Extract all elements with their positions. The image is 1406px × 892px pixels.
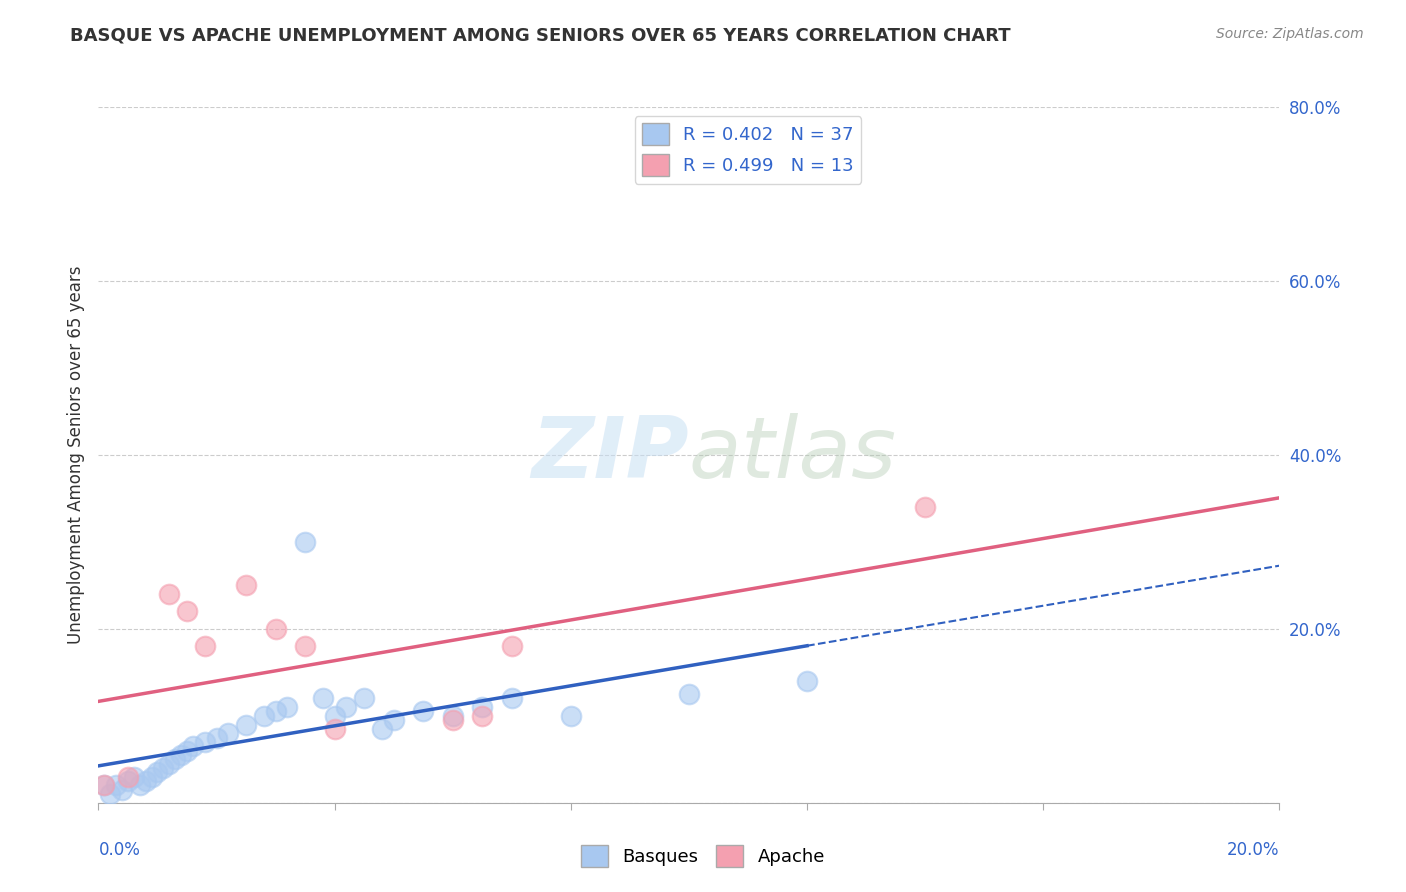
Point [181,739,204,754]
Point [471,700,494,714]
Point [217,726,239,740]
Text: 0.0%: 0.0% [98,841,141,859]
Point [117,774,139,789]
Point [235,578,257,592]
Point [128,778,150,792]
Point [93,778,115,792]
Legend: Basques, Apache: Basques, Apache [574,838,832,874]
Point [371,722,394,736]
Point [914,500,936,514]
Point [235,717,257,731]
Point [264,622,287,636]
Point [135,774,157,789]
Point [146,765,169,780]
Point [122,770,145,784]
Point [157,587,180,601]
Point [412,705,434,719]
Point [353,691,375,706]
Point [796,674,818,689]
Point [141,770,163,784]
Point [170,747,193,762]
Point [194,735,217,749]
Text: ZIP: ZIP [531,413,689,497]
Point [98,787,121,801]
Point [276,700,298,714]
Point [294,534,316,549]
Point [294,639,316,653]
Point [152,761,174,775]
Point [312,691,335,706]
Point [111,782,134,797]
Y-axis label: Unemployment Among Seniors over 65 years: Unemployment Among Seniors over 65 years [66,266,84,644]
Point [441,713,464,727]
Text: atlas: atlas [689,413,897,497]
Point [205,731,228,745]
Text: BASQUE VS APACHE UNEMPLOYMENT AMONG SENIORS OVER 65 YEARS CORRELATION CHART: BASQUE VS APACHE UNEMPLOYMENT AMONG SENI… [70,27,1011,45]
Point [335,700,357,714]
Point [176,744,198,758]
Point [117,770,139,784]
Text: 20.0%: 20.0% [1227,841,1279,859]
Point [165,752,187,766]
Point [501,639,523,653]
Point [471,708,494,723]
Point [441,708,464,723]
Point [678,687,700,701]
Point [93,778,115,792]
Point [323,722,346,736]
Point [382,713,405,727]
Point [501,691,523,706]
Point [560,708,582,723]
Point [264,705,287,719]
Point [253,708,276,723]
Point [157,756,180,771]
Legend: R = 0.402   N = 37, R = 0.499   N = 13: R = 0.402 N = 37, R = 0.499 N = 13 [634,116,862,184]
Text: Source: ZipAtlas.com: Source: ZipAtlas.com [1216,27,1364,41]
Point [194,639,217,653]
Point [176,605,198,619]
Point [105,778,128,792]
Point [323,708,346,723]
